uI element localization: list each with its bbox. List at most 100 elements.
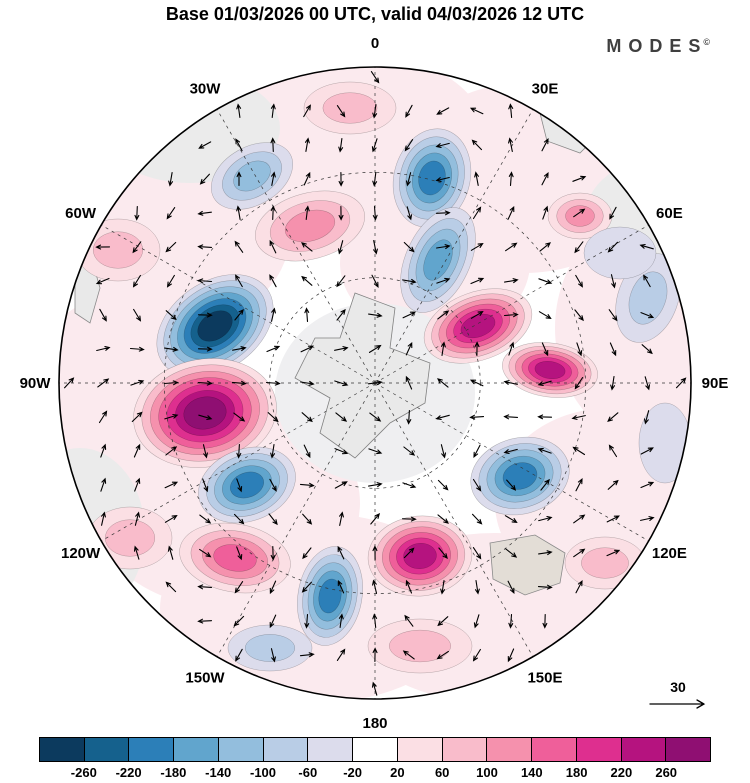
colorbar-cell (352, 738, 397, 761)
wind-arrow (610, 376, 616, 391)
wind-arrow (197, 618, 213, 624)
polar-map: 0 30E 60E 90E 120E 150E 180 150W 120W 90W 60W 30W 30 (20, 35, 729, 732)
modes-logo: MODES© (606, 36, 710, 57)
colorbar-tick-label: 60 (434, 765, 450, 780)
wind-arrow (436, 650, 449, 660)
wind-arrow (573, 208, 586, 218)
reference-vector-label: 30 (670, 679, 686, 695)
wind-arrow (640, 481, 655, 489)
colorbar-cell (262, 738, 308, 761)
anomaly-contour (92, 231, 144, 269)
wind-arrow (96, 346, 111, 352)
anomaly-contour (233, 160, 271, 192)
wind-arrow (575, 478, 583, 492)
longitude-label: 90W (20, 375, 52, 392)
wind-arrow (470, 277, 485, 285)
wind-arrow (404, 139, 414, 152)
chart-title: Base 01/03/2026 00 UTC, valid 04/03/2026… (165, 4, 585, 24)
wind-arrow (607, 412, 619, 423)
wind-arrow (644, 376, 651, 391)
wind-arrow (507, 205, 515, 220)
longitude-label: 0 (371, 35, 379, 52)
wind-arrow (164, 481, 179, 489)
wind-arrow (575, 580, 583, 594)
wind-arrow (266, 345, 281, 353)
wind-arrow (608, 444, 618, 458)
wind-arrow (270, 648, 276, 663)
wind-arrow (197, 278, 213, 284)
wind-arrow (504, 278, 519, 284)
wind-arrow (166, 274, 175, 288)
wind-arrow (508, 137, 513, 152)
longitude-label: 180 (362, 715, 387, 732)
wind-arrow (573, 548, 586, 558)
wind-arrow (133, 443, 141, 458)
wind-arrow (199, 514, 212, 524)
wind-arrow (537, 584, 553, 590)
colorbar-tick-label: 180 (565, 765, 588, 780)
wind-arrow (338, 613, 344, 628)
wind-arrow (299, 482, 315, 488)
wind-arrow (197, 380, 213, 386)
wind-arrow (301, 412, 313, 423)
wind-arrow (234, 240, 244, 253)
colorbar-cell (128, 738, 174, 761)
wind-arrow (335, 412, 348, 422)
colorbar-tick-label: -260 (70, 765, 97, 780)
wind-arrow (299, 652, 315, 658)
wind-arrow (165, 446, 178, 456)
wind-arrow (369, 412, 382, 422)
wind-arrow (572, 446, 586, 456)
colorbar-cell (441, 738, 487, 761)
colorbar (39, 737, 711, 762)
wind-arrow (372, 172, 378, 187)
wind-arrow (337, 545, 345, 560)
wind-arrow (436, 107, 450, 115)
wind-arrow (132, 241, 142, 254)
wind-arrow (336, 308, 346, 321)
wind-arrow (368, 448, 383, 455)
wind-arrow (368, 312, 383, 318)
longitude-label: 120E (652, 545, 687, 562)
wind-arrow (540, 478, 550, 491)
latitude-circle (163, 171, 587, 595)
colorbar-cell (83, 738, 129, 761)
wind-arrow (469, 414, 485, 420)
wind-arrow (474, 171, 479, 186)
wind-arrow (370, 513, 381, 525)
longitude-label: 90E (702, 375, 729, 392)
wind-arrow (436, 277, 451, 284)
wind-arrow (269, 478, 277, 492)
wind-arrow (336, 275, 346, 288)
wind-arrow (202, 478, 209, 493)
wind-arrow (607, 241, 619, 253)
wind-arrow (199, 173, 210, 185)
reference-vector: 30 (649, 679, 706, 709)
wind-arrow (437, 310, 450, 320)
wind-arrow (507, 580, 515, 594)
wind-arrow (101, 511, 106, 526)
wind-arrow (233, 513, 245, 525)
anomaly-contour (230, 471, 264, 499)
anomaly-contour (460, 313, 496, 339)
wind-arrow (606, 515, 620, 523)
wind-arrow (302, 547, 312, 560)
colorbar-cell (40, 738, 84, 761)
wind-arrow (506, 479, 517, 491)
wind-arrow (99, 308, 107, 322)
wind-vectors (64, 71, 687, 696)
colorbar-tick-label: 20 (390, 765, 405, 780)
wind-arrow (576, 342, 583, 357)
longitude-label: 60W (65, 205, 97, 222)
wind-arrow (643, 410, 650, 425)
colorbar-cell (307, 738, 353, 761)
wind-arrow (269, 239, 277, 254)
anomaly-contour (581, 547, 629, 579)
wind-arrow (134, 205, 140, 221)
wind-arrow (303, 444, 311, 459)
anomaly-field (75, 81, 691, 674)
wind-arrow (270, 545, 276, 561)
wind-arrow (168, 172, 174, 187)
colorbar-cell (396, 738, 442, 761)
colorbar-cell (531, 738, 576, 761)
